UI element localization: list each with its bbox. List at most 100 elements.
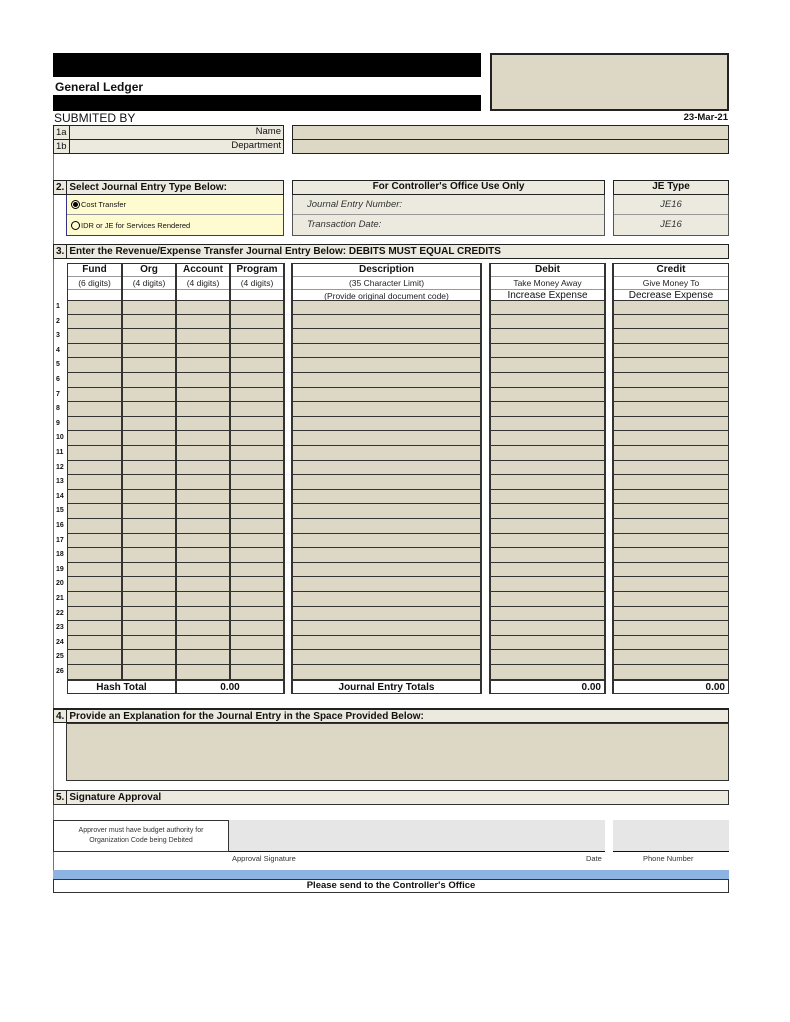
phone-number-field[interactable] (613, 820, 729, 852)
cell-debit[interactable] (490, 548, 605, 563)
cell-account[interactable] (176, 635, 230, 651)
cell-fund[interactable] (67, 358, 122, 373)
cell-account[interactable] (176, 504, 230, 519)
cell-program[interactable] (230, 533, 284, 549)
cell-description[interactable] (292, 343, 481, 359)
cell-credit[interactable] (613, 650, 729, 665)
cell-debit[interactable] (490, 562, 605, 578)
cell-credit[interactable] (613, 577, 729, 592)
cell-org[interactable] (122, 314, 176, 330)
cell-description[interactable] (292, 300, 481, 315)
name-field[interactable] (292, 125, 729, 140)
cell-fund[interactable] (67, 606, 122, 622)
cell-account[interactable] (176, 665, 230, 680)
cell-fund[interactable] (67, 446, 122, 461)
cell-org[interactable] (122, 577, 176, 592)
cell-fund[interactable] (67, 402, 122, 417)
cell-org[interactable] (122, 533, 176, 549)
cell-fund[interactable] (67, 592, 122, 607)
cell-credit[interactable] (613, 460, 729, 476)
cell-account[interactable] (176, 475, 230, 490)
cell-credit[interactable] (613, 431, 729, 446)
cell-credit[interactable] (613, 343, 729, 359)
cell-description[interactable] (292, 548, 481, 563)
cell-org[interactable] (122, 431, 176, 446)
cell-debit[interactable] (490, 635, 605, 651)
cell-account[interactable] (176, 621, 230, 636)
cell-debit[interactable] (490, 300, 605, 315)
cell-org[interactable] (122, 446, 176, 461)
cell-account[interactable] (176, 650, 230, 665)
cell-account[interactable] (176, 402, 230, 417)
cell-description[interactable] (292, 358, 481, 373)
cell-debit[interactable] (490, 489, 605, 505)
cell-credit[interactable] (613, 519, 729, 534)
cell-account[interactable] (176, 562, 230, 578)
cell-credit[interactable] (613, 387, 729, 403)
cell-program[interactable] (230, 373, 284, 388)
cell-debit[interactable] (490, 358, 605, 373)
explanation-field[interactable] (66, 723, 729, 781)
cell-account[interactable] (176, 460, 230, 476)
cell-description[interactable] (292, 489, 481, 505)
cell-program[interactable] (230, 635, 284, 651)
cell-fund[interactable] (67, 650, 122, 665)
cell-debit[interactable] (490, 431, 605, 446)
cell-credit[interactable] (613, 548, 729, 563)
cell-fund[interactable] (67, 533, 122, 549)
cell-debit[interactable] (490, 504, 605, 519)
cell-program[interactable] (230, 460, 284, 476)
cell-org[interactable] (122, 635, 176, 651)
cell-credit[interactable] (613, 504, 729, 519)
cell-program[interactable] (230, 329, 284, 344)
cell-debit[interactable] (490, 665, 605, 680)
cell-account[interactable] (176, 416, 230, 432)
cell-credit[interactable] (613, 635, 729, 651)
cell-program[interactable] (230, 650, 284, 665)
cell-debit[interactable] (490, 592, 605, 607)
cell-fund[interactable] (67, 431, 122, 446)
cell-org[interactable] (122, 592, 176, 607)
cell-debit[interactable] (490, 475, 605, 490)
cell-debit[interactable] (490, 621, 605, 636)
cell-debit[interactable] (490, 416, 605, 432)
cell-description[interactable] (292, 402, 481, 417)
cell-account[interactable] (176, 300, 230, 315)
cell-program[interactable] (230, 314, 284, 330)
cell-credit[interactable] (613, 358, 729, 373)
cell-org[interactable] (122, 621, 176, 636)
cell-description[interactable] (292, 373, 481, 388)
cell-description[interactable] (292, 314, 481, 330)
cell-account[interactable] (176, 489, 230, 505)
cell-account[interactable] (176, 592, 230, 607)
cell-account[interactable] (176, 606, 230, 622)
cell-description[interactable] (292, 621, 481, 636)
cell-org[interactable] (122, 343, 176, 359)
cell-credit[interactable] (613, 329, 729, 344)
cell-description[interactable] (292, 592, 481, 607)
cell-org[interactable] (122, 650, 176, 665)
cell-program[interactable] (230, 606, 284, 622)
cell-description[interactable] (292, 533, 481, 549)
approval-signature-field[interactable] (229, 820, 605, 852)
cell-description[interactable] (292, 460, 481, 476)
cell-fund[interactable] (67, 387, 122, 403)
cell-credit[interactable] (613, 533, 729, 549)
cell-org[interactable] (122, 562, 176, 578)
cell-description[interactable] (292, 387, 481, 403)
radio-unselected-icon[interactable] (71, 220, 80, 230)
cell-description[interactable] (292, 606, 481, 622)
cell-debit[interactable] (490, 343, 605, 359)
cell-program[interactable] (230, 489, 284, 505)
cell-account[interactable] (176, 577, 230, 592)
cell-credit[interactable] (613, 665, 729, 680)
cell-account[interactable] (176, 446, 230, 461)
cell-program[interactable] (230, 402, 284, 417)
cell-account[interactable] (176, 548, 230, 563)
cell-fund[interactable] (67, 635, 122, 651)
cell-account[interactable] (176, 373, 230, 388)
cell-credit[interactable] (613, 373, 729, 388)
cell-credit[interactable] (613, 489, 729, 505)
cell-account[interactable] (176, 387, 230, 403)
cell-credit[interactable] (613, 475, 729, 490)
